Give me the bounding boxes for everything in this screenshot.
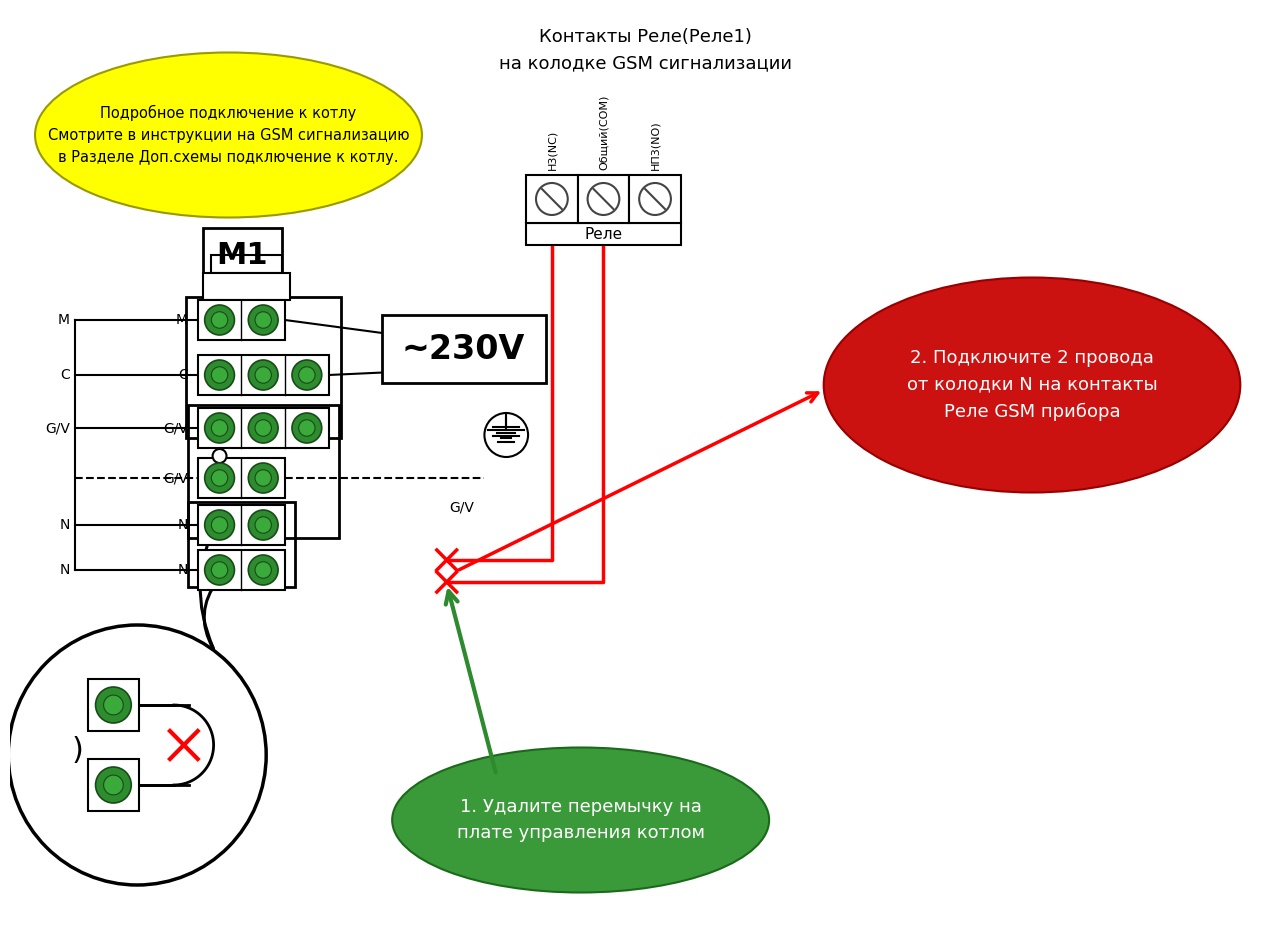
Bar bbox=[577, 175, 630, 223]
Circle shape bbox=[205, 555, 234, 585]
Text: C: C bbox=[178, 368, 188, 382]
Bar bbox=[211, 255, 282, 273]
Text: Общий(COM): Общий(COM) bbox=[599, 95, 608, 170]
Bar bbox=[188, 405, 339, 538]
Bar bbox=[526, 223, 681, 245]
Bar bbox=[526, 175, 577, 223]
Text: M: M bbox=[175, 313, 188, 327]
Circle shape bbox=[248, 510, 278, 540]
Circle shape bbox=[484, 413, 529, 457]
Bar bbox=[202, 273, 291, 300]
Bar bbox=[188, 502, 294, 587]
Bar bbox=[197, 550, 285, 590]
Text: G/V: G/V bbox=[163, 421, 188, 435]
Circle shape bbox=[639, 183, 671, 215]
Circle shape bbox=[248, 413, 278, 443]
Bar bbox=[87, 679, 140, 731]
Circle shape bbox=[298, 420, 315, 437]
Circle shape bbox=[292, 413, 321, 443]
Text: N: N bbox=[59, 518, 70, 532]
Text: G/V: G/V bbox=[163, 471, 188, 485]
Circle shape bbox=[205, 413, 234, 443]
Bar bbox=[197, 355, 329, 395]
Circle shape bbox=[536, 183, 568, 215]
Text: Н3(NC): Н3(NC) bbox=[547, 130, 557, 170]
Text: G/V: G/V bbox=[449, 500, 474, 514]
Text: Контакты Реле(Реле1)
на колодке GSM сигнализации: Контакты Реле(Реле1) на колодке GSM сигн… bbox=[499, 28, 791, 72]
Text: C: C bbox=[60, 368, 70, 382]
Text: ): ) bbox=[72, 735, 83, 764]
Circle shape bbox=[248, 360, 278, 390]
Circle shape bbox=[248, 305, 278, 335]
Circle shape bbox=[588, 183, 620, 215]
Circle shape bbox=[255, 562, 271, 578]
Circle shape bbox=[211, 516, 228, 533]
Circle shape bbox=[211, 470, 228, 486]
Ellipse shape bbox=[824, 278, 1240, 492]
Circle shape bbox=[211, 562, 228, 578]
Text: M1: M1 bbox=[216, 241, 269, 270]
Bar bbox=[197, 505, 285, 545]
Circle shape bbox=[298, 367, 315, 383]
Circle shape bbox=[8, 625, 266, 885]
Circle shape bbox=[205, 463, 234, 493]
Bar bbox=[87, 759, 140, 811]
Text: 1. Удалите перемычку на
плате управления котлом: 1. Удалите перемычку на плате управления… bbox=[457, 798, 705, 842]
Bar bbox=[197, 458, 285, 498]
Circle shape bbox=[205, 305, 234, 335]
Text: N: N bbox=[178, 518, 188, 532]
Circle shape bbox=[248, 463, 278, 493]
Text: N: N bbox=[59, 563, 70, 577]
Text: 2. Подключите 2 провода
от колодки N на контакты
Реле GSM прибора: 2. Подключите 2 провода от колодки N на … bbox=[906, 349, 1157, 421]
Text: НΠ3(NO): НΠ3(NO) bbox=[650, 120, 660, 170]
Circle shape bbox=[255, 312, 271, 329]
Circle shape bbox=[255, 420, 271, 437]
Circle shape bbox=[205, 510, 234, 540]
Bar bbox=[197, 408, 329, 448]
Circle shape bbox=[96, 767, 132, 803]
Circle shape bbox=[248, 555, 278, 585]
Circle shape bbox=[292, 360, 321, 390]
Bar bbox=[202, 228, 282, 283]
FancyArrowPatch shape bbox=[205, 580, 218, 649]
Text: Реле: Реле bbox=[585, 226, 622, 241]
Circle shape bbox=[211, 312, 228, 329]
Circle shape bbox=[104, 695, 123, 715]
Text: Подробное подключение к котлу
Смотрите в инструкции на GSM сигнализацию
в Раздел: Подробное подключение к котлу Смотрите в… bbox=[47, 105, 410, 164]
Ellipse shape bbox=[392, 747, 769, 892]
Circle shape bbox=[211, 367, 228, 383]
Text: M: M bbox=[58, 313, 70, 327]
Circle shape bbox=[205, 360, 234, 390]
Bar bbox=[186, 297, 340, 438]
Circle shape bbox=[255, 516, 271, 533]
Bar bbox=[383, 315, 547, 383]
Text: ~230V: ~230V bbox=[402, 332, 525, 365]
Circle shape bbox=[255, 470, 271, 486]
Text: N: N bbox=[178, 563, 188, 577]
Ellipse shape bbox=[35, 53, 422, 218]
Circle shape bbox=[96, 687, 132, 723]
Bar bbox=[197, 300, 285, 340]
Circle shape bbox=[211, 420, 228, 437]
Bar bbox=[630, 175, 681, 223]
Text: G/V: G/V bbox=[45, 421, 70, 435]
FancyArrowPatch shape bbox=[200, 519, 219, 649]
Circle shape bbox=[255, 367, 271, 383]
Circle shape bbox=[212, 449, 227, 463]
Circle shape bbox=[104, 775, 123, 795]
